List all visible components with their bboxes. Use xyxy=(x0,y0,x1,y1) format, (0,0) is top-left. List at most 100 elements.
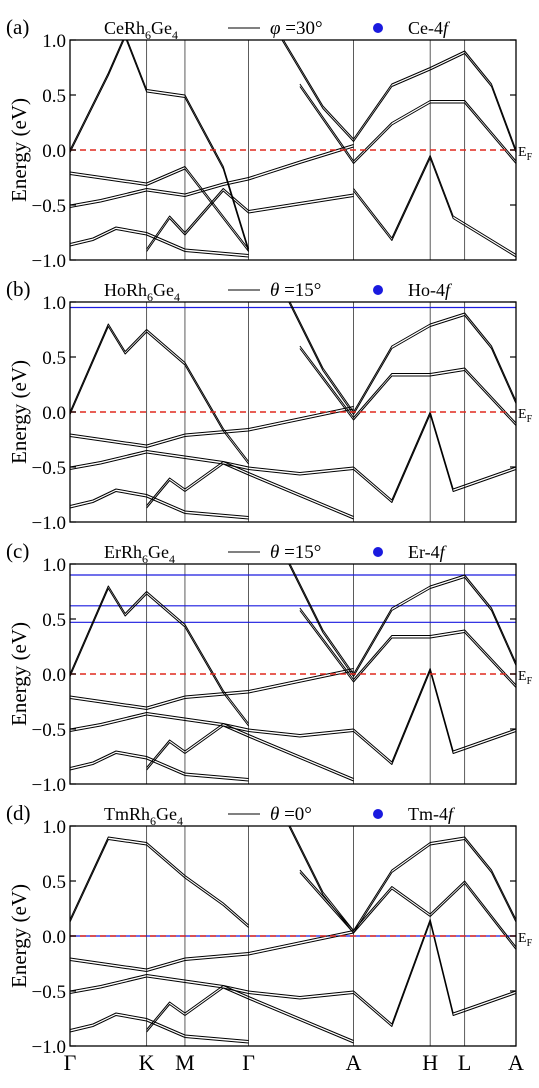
band-line xyxy=(70,491,249,520)
fermi-label: EF xyxy=(518,931,533,949)
legend-orbital-dot xyxy=(373,285,383,295)
fermi-label: EF xyxy=(518,407,533,425)
fermi-label: EF xyxy=(518,669,533,687)
y-tick-label: 1.0 xyxy=(42,293,66,314)
band-line xyxy=(146,463,354,520)
band-line xyxy=(353,921,516,1027)
y-tick-label: −1.0 xyxy=(32,775,66,796)
band-line xyxy=(282,40,516,151)
y-tick-label: −0.5 xyxy=(32,720,66,741)
legend-orbital-dot xyxy=(373,809,383,819)
band-line xyxy=(70,450,354,473)
kpoint-label: K xyxy=(139,1050,155,1075)
y-tick-label: 1.0 xyxy=(42,555,66,576)
y-axis-label: Energy (eV) xyxy=(7,98,31,202)
compound-label: TmRh6Ge4 xyxy=(104,804,183,828)
band-line xyxy=(70,668,354,708)
band-line xyxy=(70,670,354,710)
band-line xyxy=(70,1015,249,1044)
band-line xyxy=(70,229,249,258)
band-line xyxy=(353,155,516,255)
orbital-label: Ho-4f xyxy=(408,280,453,300)
band-line xyxy=(70,974,354,997)
band-line xyxy=(70,750,249,779)
angle-label: θ =15° xyxy=(270,280,321,301)
band-line xyxy=(70,40,250,252)
band-line xyxy=(353,414,516,503)
y-tick-label: 1.0 xyxy=(42,817,66,838)
band-line xyxy=(70,166,249,250)
y-tick-label: −1.0 xyxy=(32,251,66,272)
band-line xyxy=(299,345,516,424)
band-line xyxy=(146,188,354,250)
y-tick-label: 0.5 xyxy=(42,348,66,369)
compound-label: CeRh6Ge4 xyxy=(104,18,178,42)
angle-label: θ =15° xyxy=(270,542,321,563)
band-line xyxy=(146,725,354,782)
y-tick-label: 0.0 xyxy=(42,403,66,424)
band-line xyxy=(70,836,249,926)
band-line xyxy=(289,302,516,413)
band-line xyxy=(70,323,249,462)
angle-label: φ =30° xyxy=(270,18,323,39)
band-line xyxy=(70,714,354,738)
band-line xyxy=(70,932,354,972)
panel-b: 1.0 0.5 0.0 −0.5 −1.0 Energy (eV) EF (b) HoRh6Ge… xyxy=(6,277,533,534)
band-line xyxy=(70,406,354,446)
band-line xyxy=(70,1012,249,1041)
y-tick-label: −1.0 xyxy=(32,513,66,534)
band-line xyxy=(299,869,516,948)
panel-tag: (b) xyxy=(6,277,31,301)
orbital-label: Er-4f xyxy=(408,542,448,562)
band-line xyxy=(289,826,516,931)
band-line xyxy=(288,564,516,677)
y-axis-label: Energy (eV) xyxy=(7,884,31,988)
band-line xyxy=(353,919,516,1025)
orbital-label: Ce-4f xyxy=(408,18,451,38)
band-line xyxy=(299,610,516,688)
y-axis-label: Energy (eV) xyxy=(7,360,31,464)
band-line xyxy=(70,226,249,255)
band-line xyxy=(299,607,516,686)
band-line xyxy=(299,83,516,162)
band-lines xyxy=(70,302,516,520)
band-line xyxy=(146,723,354,779)
y-tick-label: 0.5 xyxy=(42,610,66,631)
kpoint-label: A xyxy=(346,1050,362,1075)
band-lines xyxy=(70,564,516,782)
y-axis-label: Energy (eV) xyxy=(7,622,31,726)
y-tick-label: 0.0 xyxy=(42,665,66,686)
kpoint-label: H xyxy=(422,1050,438,1075)
band-line xyxy=(70,839,249,928)
band-line xyxy=(70,976,354,1000)
panel-d: 1.0 0.5 0.0 −0.5 −1.0 Energy (eV) EF (d) TmRh6Ge… xyxy=(6,801,533,1075)
panel-tag: (a) xyxy=(6,15,29,39)
band-line xyxy=(70,168,249,252)
kpoint-label: Γ xyxy=(64,1050,77,1075)
fermi-label: EF xyxy=(518,145,533,163)
band-line xyxy=(70,753,249,782)
band-line xyxy=(353,157,516,258)
band-line xyxy=(146,987,354,1044)
band-line xyxy=(70,585,249,724)
band-line xyxy=(299,86,516,164)
band-line xyxy=(353,670,516,765)
orbital-label: Tm-4f xyxy=(408,804,456,824)
legend-orbital-dot xyxy=(373,547,383,557)
y-tick-label: 0.5 xyxy=(42,86,66,107)
y-tick-label: 0.0 xyxy=(42,141,66,162)
band-lines xyxy=(70,40,516,258)
y-tick-label: −0.5 xyxy=(32,458,66,479)
band-line xyxy=(288,302,516,415)
compound-label: ErRh6Ge4 xyxy=(104,542,175,566)
band-line xyxy=(70,452,354,476)
band-line xyxy=(70,712,354,735)
y-tick-label: 0.0 xyxy=(42,927,66,948)
angle-label: θ =0° xyxy=(270,804,312,825)
panel-tag: (c) xyxy=(6,539,29,563)
compound-label: HoRh6Ge4 xyxy=(104,280,180,304)
band-lines xyxy=(70,826,516,1044)
kpoint-label: M xyxy=(175,1050,195,1075)
y-tick-label: −0.5 xyxy=(32,982,66,1003)
band-line xyxy=(281,40,516,153)
